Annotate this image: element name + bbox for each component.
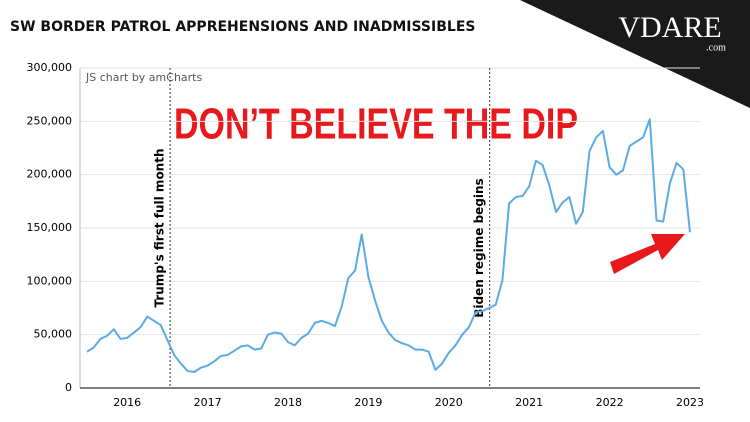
y-tick-label: 200,000 bbox=[27, 168, 73, 181]
logo-suffix: .com bbox=[706, 42, 726, 53]
annotation: Biden regime begins bbox=[472, 178, 486, 317]
arrow bbox=[610, 234, 685, 274]
y-tick-label: 0 bbox=[65, 381, 72, 394]
x-tick-label: 2018 bbox=[274, 396, 302, 409]
annotation: Trump's first full month bbox=[153, 148, 167, 307]
x-tick-label: 2017 bbox=[194, 396, 222, 409]
headline: DON’T BELIEVE THE DIP bbox=[174, 99, 578, 148]
x-tick-label: 2020 bbox=[435, 396, 463, 409]
y-tick-label: 300,000 bbox=[27, 61, 73, 74]
logo: VDARE bbox=[618, 11, 721, 44]
y-tick-label: 100,000 bbox=[27, 274, 73, 287]
x-tick-label: 2019 bbox=[354, 396, 382, 409]
logo-banner bbox=[520, 0, 750, 108]
chart-title: SW BORDER PATROL APPREHENSIONS AND INADM… bbox=[10, 19, 475, 35]
y-tick-label: 250,000 bbox=[27, 114, 73, 127]
credit: JS chart by amCharts bbox=[85, 71, 202, 84]
line bbox=[86, 118, 691, 373]
x-tick-label: 2021 bbox=[515, 396, 543, 409]
x-tick-label: 2022 bbox=[596, 396, 624, 409]
y-tick-label: 150,000 bbox=[27, 221, 73, 234]
x-tick-label: 2023 bbox=[676, 396, 704, 409]
x-tick-label: 2016 bbox=[113, 396, 141, 409]
y-tick-label: 50,000 bbox=[34, 328, 73, 341]
